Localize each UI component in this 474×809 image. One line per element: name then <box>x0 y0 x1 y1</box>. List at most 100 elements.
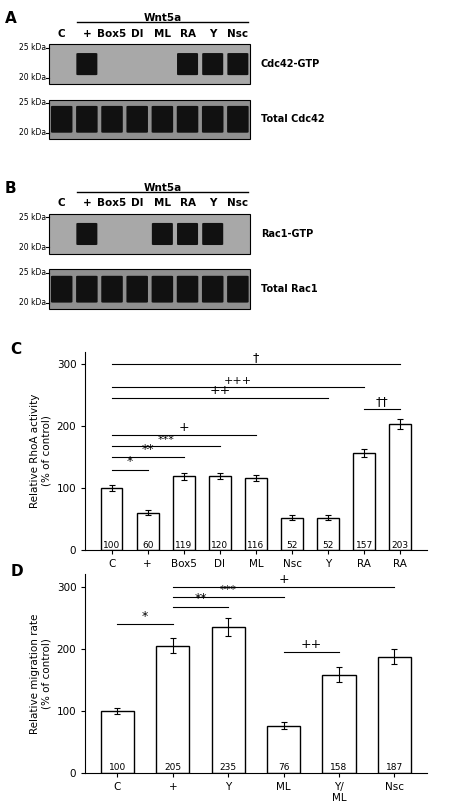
Bar <box>353 453 375 550</box>
Bar <box>390 425 411 550</box>
FancyBboxPatch shape <box>76 106 98 133</box>
Text: 25 kDa: 25 kDa <box>18 213 46 222</box>
FancyBboxPatch shape <box>177 276 198 303</box>
Text: RA: RA <box>180 198 196 209</box>
FancyBboxPatch shape <box>152 276 173 303</box>
Text: 235: 235 <box>219 763 237 772</box>
Text: 20 kDa: 20 kDa <box>18 243 46 252</box>
Text: C: C <box>10 342 21 357</box>
Text: D: D <box>10 565 23 579</box>
Text: Nsc: Nsc <box>228 198 248 209</box>
Text: ML: ML <box>154 198 171 209</box>
FancyBboxPatch shape <box>202 53 223 75</box>
FancyBboxPatch shape <box>76 53 97 75</box>
FancyBboxPatch shape <box>227 106 249 133</box>
FancyBboxPatch shape <box>127 276 148 303</box>
Text: ++: ++ <box>301 637 322 650</box>
Text: 20 kDa: 20 kDa <box>18 73 46 82</box>
Text: C: C <box>58 198 65 209</box>
Text: B: B <box>5 181 17 196</box>
FancyBboxPatch shape <box>51 276 73 303</box>
Text: ††: †† <box>376 395 389 408</box>
Text: +++: +++ <box>224 376 252 386</box>
Text: Cdc42-GTP: Cdc42-GTP <box>261 59 320 69</box>
FancyBboxPatch shape <box>177 106 198 133</box>
Text: +: + <box>82 28 91 39</box>
Text: Box5: Box5 <box>97 28 127 39</box>
Text: Total Cdc42: Total Cdc42 <box>261 114 324 125</box>
Text: 187: 187 <box>386 763 403 772</box>
Text: 52: 52 <box>286 540 298 549</box>
Text: Y: Y <box>209 198 217 209</box>
Text: 52: 52 <box>322 540 334 549</box>
Text: **: ** <box>141 443 154 456</box>
Text: 25 kDa: 25 kDa <box>18 268 46 277</box>
Bar <box>49 44 250 84</box>
FancyBboxPatch shape <box>127 106 148 133</box>
Text: Box5: Box5 <box>97 198 127 209</box>
Text: 203: 203 <box>392 540 409 549</box>
Bar <box>49 100 250 139</box>
FancyBboxPatch shape <box>51 106 73 133</box>
FancyBboxPatch shape <box>76 276 98 303</box>
Text: +: + <box>179 421 189 434</box>
Bar <box>281 518 303 550</box>
FancyBboxPatch shape <box>228 53 248 75</box>
Bar <box>49 214 250 254</box>
Text: Wnt5a: Wnt5a <box>143 183 182 193</box>
Text: A: A <box>5 11 17 26</box>
Text: Nsc: Nsc <box>228 28 248 39</box>
Bar <box>101 710 134 773</box>
Text: Rac1-GTP: Rac1-GTP <box>261 229 313 239</box>
Bar <box>49 269 250 309</box>
Bar <box>101 488 122 550</box>
Text: ***: *** <box>220 586 237 595</box>
Y-axis label: Relative migration rate
(% of control): Relative migration rate (% of control) <box>29 613 51 734</box>
Text: Wnt5a: Wnt5a <box>143 13 182 23</box>
Text: 157: 157 <box>356 540 373 549</box>
FancyBboxPatch shape <box>152 223 173 245</box>
FancyBboxPatch shape <box>202 223 223 245</box>
Text: RA: RA <box>180 28 196 39</box>
Bar <box>211 627 245 773</box>
Text: C: C <box>58 28 65 39</box>
Text: 100: 100 <box>109 763 126 772</box>
Text: 116: 116 <box>247 540 264 549</box>
Text: 25 kDa: 25 kDa <box>18 98 46 108</box>
FancyBboxPatch shape <box>152 106 173 133</box>
Bar <box>156 646 190 773</box>
Text: *: * <box>127 455 133 468</box>
Text: 100: 100 <box>103 540 120 549</box>
Bar <box>173 477 195 550</box>
FancyBboxPatch shape <box>101 276 123 303</box>
Bar <box>137 513 159 550</box>
Text: 158: 158 <box>330 763 348 772</box>
Text: 20 kDa: 20 kDa <box>18 128 46 138</box>
Text: Total Rac1: Total Rac1 <box>261 284 317 294</box>
Text: 25 kDa: 25 kDa <box>18 43 46 52</box>
Bar <box>209 476 231 550</box>
Text: 76: 76 <box>278 763 290 772</box>
Bar <box>322 675 356 773</box>
FancyBboxPatch shape <box>177 223 198 245</box>
Text: **: ** <box>194 592 207 605</box>
Text: +: + <box>82 198 91 209</box>
Bar <box>245 478 267 550</box>
FancyBboxPatch shape <box>202 106 223 133</box>
Text: +: + <box>278 573 289 587</box>
Text: ML: ML <box>154 28 171 39</box>
Text: *: * <box>142 610 148 623</box>
Text: †: † <box>253 350 259 364</box>
Bar <box>267 726 301 773</box>
FancyBboxPatch shape <box>177 53 198 75</box>
Text: 119: 119 <box>175 540 192 549</box>
Y-axis label: Relative RhoA activity
(% of control): Relative RhoA activity (% of control) <box>29 394 51 508</box>
Text: DI: DI <box>131 198 144 209</box>
Text: DI: DI <box>131 28 144 39</box>
Text: 60: 60 <box>142 540 154 549</box>
Text: 205: 205 <box>164 763 182 772</box>
Text: Wnt5a: Wnt5a <box>255 591 293 600</box>
FancyBboxPatch shape <box>202 276 223 303</box>
Text: 120: 120 <box>211 540 228 549</box>
FancyBboxPatch shape <box>101 106 123 133</box>
